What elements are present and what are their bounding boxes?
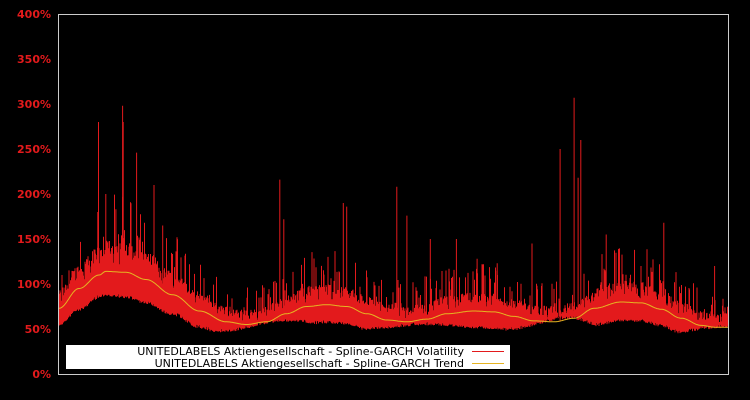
legend: UNITEDLABELS Aktiengesellschaft - Spline… [66, 345, 510, 370]
legend-label-trend: UNITEDLABELS Aktiengesellschaft - Spline… [155, 357, 464, 370]
y-tick-label: 400% [17, 8, 51, 21]
plot-frame [58, 14, 729, 375]
y-tick-label: 300% [17, 98, 51, 111]
y-tick-label: 0% [32, 368, 51, 381]
y-tick-label: 150% [17, 233, 51, 246]
legend-box [66, 345, 510, 369]
y-tick-label: 100% [17, 278, 51, 291]
y-tick-label: 200% [17, 188, 51, 201]
y-tick-label: 350% [17, 53, 51, 66]
trend-series [58, 270, 728, 328]
y-tick-label: 250% [17, 143, 51, 156]
y-axis-ticks: 0% 50% 100% 150% 200% 250% 300% 350% 400% [17, 8, 51, 381]
legend-label-volatility: UNITEDLABELS Aktiengesellschaft - Spline… [137, 345, 464, 358]
y-tick-label: 50% [25, 323, 51, 336]
trend-line [58, 270, 728, 328]
